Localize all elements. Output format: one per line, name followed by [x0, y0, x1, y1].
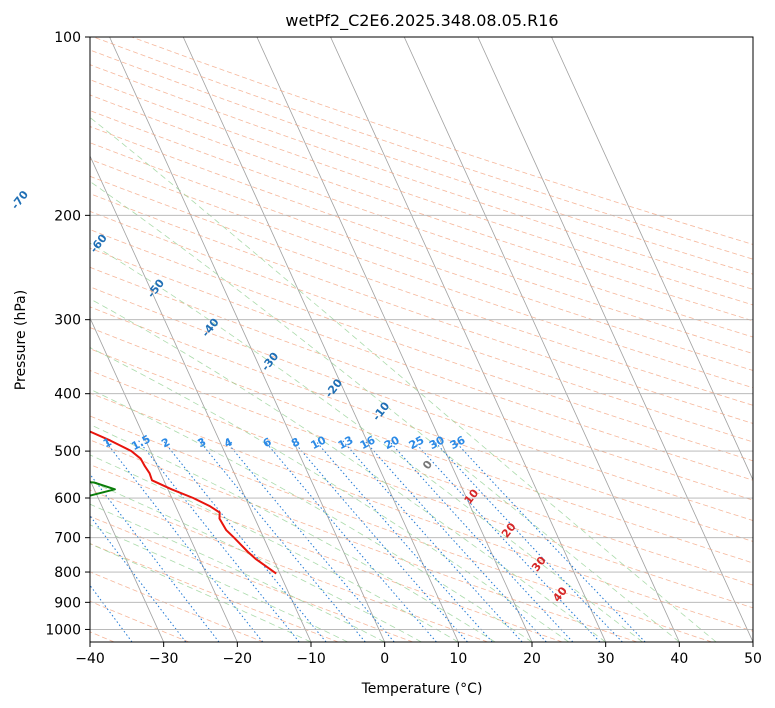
y-tick-label: 500 [54, 444, 81, 460]
dry-adiabat-line [90, 110, 753, 338]
dry-adiabat-line [90, 415, 712, 642]
y-axis-label: Pressure (hPa) [13, 290, 29, 390]
mixing-ratio-line [138, 440, 300, 642]
x-tick-label: 40 [670, 651, 688, 667]
mixing-ratio-line [433, 440, 623, 642]
plot-background [90, 37, 753, 642]
dry-adiabat-line [90, 370, 753, 609]
dry-adiabat-line [90, 158, 753, 389]
y-tick-label: 400 [54, 387, 81, 403]
y-tick-label: 900 [54, 595, 81, 611]
mixing-ratio-label: 20 [382, 433, 402, 452]
mixing-ratio-label: 16 [358, 433, 378, 452]
moist-adiabat-line [90, 424, 496, 642]
mixing-ratio-labels: 1 1.5 2 3 4 6 8 10 13 16 20 25 30 36 [101, 433, 468, 454]
pressure-grid [90, 37, 753, 630]
dry-adiabat-line [90, 126, 753, 355]
isotherm-line [90, 479, 165, 642]
mixing-ratio-line [198, 440, 366, 642]
mixing-ratio-line [264, 440, 437, 642]
x-tick-label: 0 [380, 651, 389, 667]
mixing-ratio-label: 13 [336, 433, 356, 452]
isotherm-line [109, 37, 386, 642]
dry-adiabat-line [90, 543, 339, 642]
isotherm-line [477, 37, 753, 642]
y-tick-label: 600 [54, 491, 81, 507]
isotherm-line [90, 317, 238, 642]
mixing-ratio-label: 36 [448, 433, 468, 452]
profiles [90, 430, 277, 575]
y-tick-label: 1000 [45, 622, 81, 638]
moist-adiabat-line [90, 347, 570, 642]
dry-adiabat-line [90, 439, 638, 642]
moist-adiabat-line [90, 116, 717, 642]
x-tick-label: −30 [149, 651, 179, 667]
x-tick-label: 10 [449, 651, 467, 667]
isotherm-line [551, 37, 753, 481]
x-axis-label: Temperature (°C) [361, 681, 483, 697]
moist-adiabat-line [90, 503, 385, 642]
mixing-ratio-label: 25 [407, 433, 427, 452]
dry-adiabat-line [90, 464, 563, 642]
y-tick-label: 200 [54, 208, 81, 224]
dry-adiabat-line [90, 142, 753, 371]
x-axis: −40 −30 −20 −10 0 10 20 30 40 50 [75, 642, 762, 667]
y-axis: 100 200 300 400 500 600 700 800 900 1000 [45, 30, 90, 638]
y-tick-label: 700 [54, 531, 81, 547]
moist-adiabat-line [90, 454, 459, 642]
x-tick-label: −20 [223, 651, 253, 667]
dry-adiabat-line [90, 571, 264, 642]
moist-adiabat-line [90, 480, 422, 642]
x-tick-label: 20 [523, 651, 541, 667]
dry-adiabat-line [90, 193, 753, 424]
mixing-ratio-line [225, 440, 395, 642]
dry-adiabat-line [90, 306, 753, 542]
temperature-line [90, 430, 277, 575]
isotherm-line [182, 37, 459, 642]
x-tick-label: −40 [75, 651, 105, 667]
plot-frame [89, 36, 754, 643]
y-tick-label: 300 [54, 313, 81, 329]
dry-adiabat-line [90, 94, 753, 322]
mixing-ratio-line [292, 440, 468, 642]
mixing-ratio-label: 30 [427, 433, 447, 452]
mixing-ratio-line [342, 440, 523, 642]
moist-adiabat-label: -70 [9, 188, 32, 212]
x-tick-label: 50 [744, 651, 762, 667]
y-tick-label: 100 [54, 30, 81, 46]
dry-adiabat-line [90, 64, 753, 290]
dry-adiabat-line [90, 79, 753, 306]
moist-adiabat-line [90, 298, 606, 642]
mixing-ratio-label: 10 [309, 433, 329, 452]
mixing-ratio-line [454, 440, 646, 642]
x-tick-label: −10 [296, 651, 326, 667]
chart-title: wetPf2_C2E6.2025.348.08.05.R16 [285, 11, 558, 31]
mixing-ratio-line [104, 440, 264, 642]
isotherm-line [256, 37, 533, 642]
y-tick-label: 800 [54, 565, 81, 581]
dry-adiabat-line [90, 266, 753, 501]
isotherm-line [403, 37, 680, 642]
mixing-ratio-line [364, 440, 547, 642]
x-tick-label: 30 [597, 651, 615, 667]
dry-adiabat-line [90, 489, 488, 642]
mixing-ratio-line [388, 440, 574, 642]
moist-adiabat-line [90, 543, 312, 642]
background-lines [90, 37, 753, 642]
moist-adiabat-line [90, 388, 533, 642]
dry-adiabat-line [90, 348, 753, 586]
mixing-ratio-line [315, 440, 493, 642]
moist-adiabat-line [90, 242, 643, 642]
dry-adiabat-line [90, 175, 753, 406]
